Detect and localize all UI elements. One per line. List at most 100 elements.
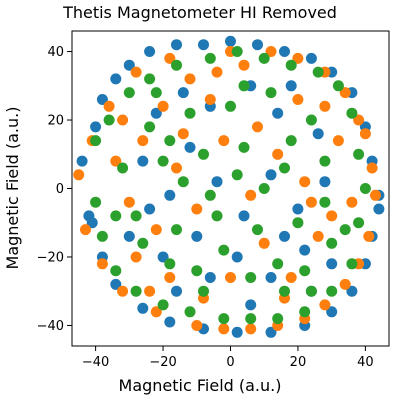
point-series-2-58 — [238, 80, 250, 92]
y-axis-label: Magnetic Field (a.u.) — [3, 107, 22, 270]
point-series-0-52 — [171, 285, 182, 297]
point-series-1-29 — [137, 135, 149, 147]
point-series-2-29 — [144, 121, 156, 133]
point-series-0-37 — [137, 155, 149, 167]
point-series-1-55 — [225, 272, 236, 283]
point-series-2-42 — [319, 155, 331, 167]
point-series-2-9 — [171, 59, 182, 71]
point-series-1-54 — [144, 285, 156, 297]
point-series-2-25 — [353, 217, 365, 229]
point-series-2-54 — [231, 169, 243, 181]
point-series-2-20 — [326, 285, 338, 297]
point-series-0-0 — [76, 155, 88, 167]
point-series-2-22 — [346, 258, 358, 270]
point-series-2-16 — [272, 313, 284, 325]
point-series-1-17 — [363, 230, 375, 242]
point-series-2-10 — [184, 306, 196, 318]
point-series-0-3 — [96, 94, 108, 105]
point-series-0-6 — [144, 46, 156, 57]
point-series-0-45 — [123, 230, 135, 242]
point-series-2-36 — [238, 141, 250, 153]
point-series-1-48 — [332, 135, 344, 147]
point-series-0-9 — [225, 35, 236, 47]
point-series-1-11 — [245, 323, 257, 335]
point-series-0-55 — [312, 128, 324, 140]
point-series-2-46 — [191, 265, 203, 277]
point-series-0-41 — [238, 210, 250, 222]
point-series-0-42 — [265, 169, 277, 181]
point-series-1-36 — [171, 162, 182, 174]
point-series-2-52 — [177, 176, 189, 188]
point-series-2-63 — [305, 285, 317, 297]
point-series-2-62 — [198, 285, 209, 297]
point-series-1-3 — [96, 258, 108, 270]
point-series-2-64 — [164, 135, 176, 147]
point-series-1-34 — [130, 251, 142, 263]
point-series-0-50 — [299, 244, 311, 256]
point-series-2-33 — [198, 148, 209, 160]
point-series-2-0 — [90, 135, 102, 147]
y-tick-label-3: 20 — [47, 114, 64, 129]
point-series-2-8 — [157, 299, 169, 311]
point-series-2-6 — [130, 285, 142, 297]
point-series-2-19 — [312, 66, 324, 78]
point-series-1-14 — [319, 299, 331, 311]
point-series-2-40 — [292, 217, 304, 229]
point-series-1-30 — [157, 100, 169, 112]
point-series-2-45 — [164, 258, 176, 270]
point-series-1-24 — [292, 52, 304, 64]
chart-title: Thetis Magnetometer HI Removed — [62, 3, 337, 22]
x-tick-label-4: 40 — [357, 355, 374, 370]
y-tick-label-2: 0 — [56, 182, 64, 197]
point-series-1-28 — [123, 196, 135, 208]
point-series-0-56 — [144, 203, 156, 215]
point-series-1-8 — [164, 52, 176, 64]
point-series-0-2 — [90, 121, 102, 133]
point-series-0-4 — [110, 73, 122, 85]
point-series-0-29 — [110, 278, 122, 290]
point-series-0-18 — [373, 203, 385, 215]
point-series-0-51 — [326, 258, 338, 270]
point-series-1-31 — [184, 73, 196, 85]
point-series-0-39 — [184, 141, 196, 153]
point-series-1-21 — [353, 114, 365, 126]
point-series-0-58 — [204, 272, 216, 283]
point-series-1-5 — [117, 285, 129, 297]
point-series-2-27 — [117, 162, 129, 174]
x-tick-label-3: 20 — [290, 355, 307, 370]
point-series-1-57 — [346, 196, 358, 208]
point-series-0-11 — [279, 46, 290, 57]
point-series-2-2 — [96, 230, 108, 242]
point-series-1-6 — [130, 66, 142, 78]
point-series-1-0 — [73, 169, 85, 181]
point-series-1-25 — [265, 46, 277, 57]
point-series-1-41 — [299, 176, 311, 188]
point-series-1-10 — [218, 323, 230, 335]
point-series-0-47 — [191, 230, 203, 242]
point-series-0-44 — [319, 176, 331, 188]
point-series-0-49 — [265, 272, 277, 283]
point-series-1-15 — [339, 278, 351, 290]
point-series-1-37 — [191, 203, 203, 215]
point-series-2-41 — [305, 114, 317, 126]
point-series-2-14 — [245, 313, 257, 325]
point-series-1-50 — [252, 121, 263, 133]
point-series-1-20 — [359, 128, 371, 140]
point-series-2-34 — [211, 210, 223, 222]
point-series-0-7 — [171, 39, 182, 51]
point-series-0-28 — [137, 302, 149, 314]
point-series-1-19 — [366, 162, 378, 174]
point-series-2-60 — [110, 210, 122, 222]
point-series-2-35 — [225, 100, 236, 112]
point-series-1-32 — [211, 66, 223, 78]
x-tick-label-1: −20 — [149, 355, 176, 370]
point-series-1-45 — [258, 237, 270, 249]
point-series-1-40 — [272, 148, 284, 160]
point-series-2-15 — [258, 52, 270, 64]
point-series-2-47 — [218, 244, 230, 256]
series-1 — [73, 46, 381, 335]
point-series-1-47 — [312, 230, 324, 242]
y-axis: −40 −20 0 20 40 — [37, 45, 72, 334]
y-tick-label-0: −40 — [37, 319, 64, 334]
